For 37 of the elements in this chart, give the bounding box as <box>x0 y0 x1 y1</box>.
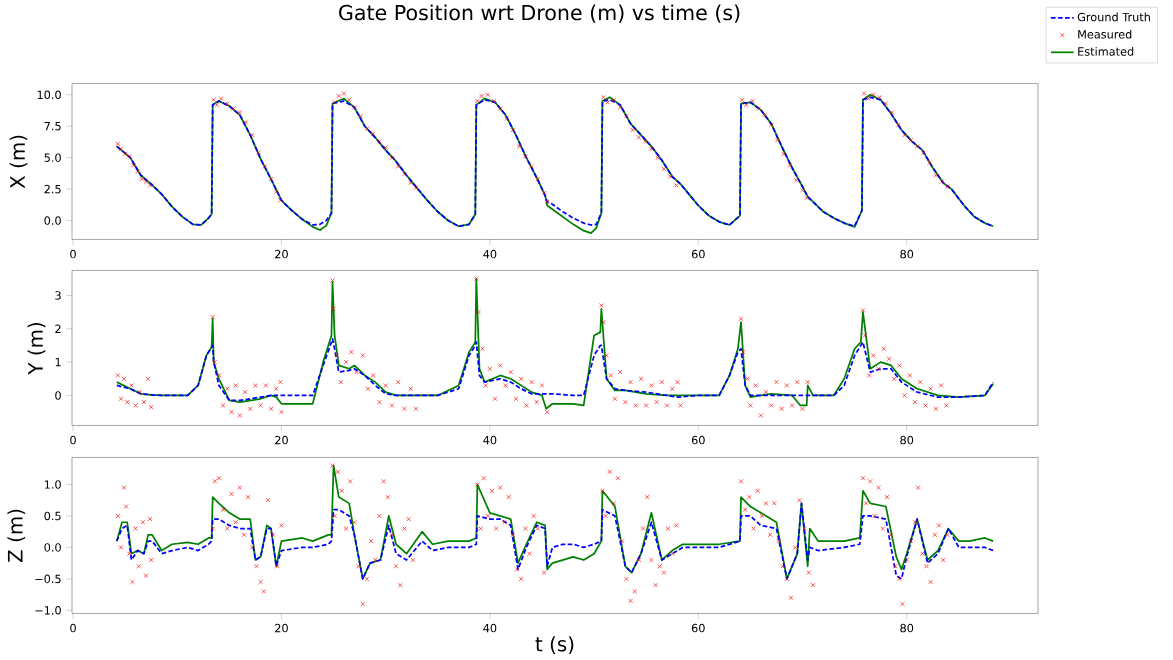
x-tick-label: 60 <box>691 249 705 259</box>
legend-label: Measured <box>1078 29 1132 39</box>
y-tick-label: 5.0 <box>44 153 61 162</box>
x-tick-label: 40 <box>483 623 497 633</box>
chart-title: Gate Position wrt Drone (m) vs time (s) <box>339 4 740 23</box>
y-tick-label: 2 <box>55 324 61 333</box>
y-tick-label: −0.5 <box>35 574 61 583</box>
y-tick-label: 1 <box>55 357 61 367</box>
y-tick-label: 1.0 <box>44 480 61 489</box>
y-tick-label: 3 <box>55 290 61 300</box>
x-tick-label: 60 <box>691 623 705 633</box>
legend-label: Estimated <box>1078 46 1134 56</box>
y-tick-label: 0.5 <box>44 511 61 521</box>
y-tick-label: 0 <box>55 390 61 400</box>
x-tick-label: 0 <box>70 435 76 445</box>
y-tick-label: 7.5 <box>44 121 61 131</box>
x-tick-label: 60 <box>691 435 705 445</box>
y-axis-title: Z (m) <box>7 509 26 562</box>
x-tick-label: 80 <box>900 435 914 445</box>
x-tick-label: 40 <box>483 435 497 445</box>
y-axis-title: Y (m) <box>27 322 46 375</box>
x-axis-title: t (s) <box>535 635 574 654</box>
y-tick-label: 2.5 <box>44 184 61 194</box>
x-tick-label: 0 <box>70 623 76 633</box>
x-tick-label: 80 <box>900 249 914 259</box>
x-tick-label: 20 <box>275 249 288 259</box>
x-tick-label: 80 <box>900 623 914 633</box>
x-tick-label: 20 <box>275 435 288 445</box>
x-tick-label: 40 <box>483 249 497 259</box>
x-tick-label: 0 <box>70 249 76 259</box>
y-tick-label: 0.0 <box>44 542 61 552</box>
y-tick-label: 10.0 <box>37 90 61 99</box>
y-tick-label: 0.0 <box>44 216 61 225</box>
y-tick-label: −1.0 <box>35 605 61 615</box>
x-tick-label: 20 <box>275 623 288 633</box>
legend-label: Ground Truth <box>1077 12 1150 22</box>
y-axis-title: X (m) <box>9 135 28 189</box>
